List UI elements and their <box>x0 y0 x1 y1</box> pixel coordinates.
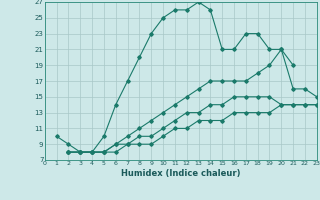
X-axis label: Humidex (Indice chaleur): Humidex (Indice chaleur) <box>121 169 241 178</box>
